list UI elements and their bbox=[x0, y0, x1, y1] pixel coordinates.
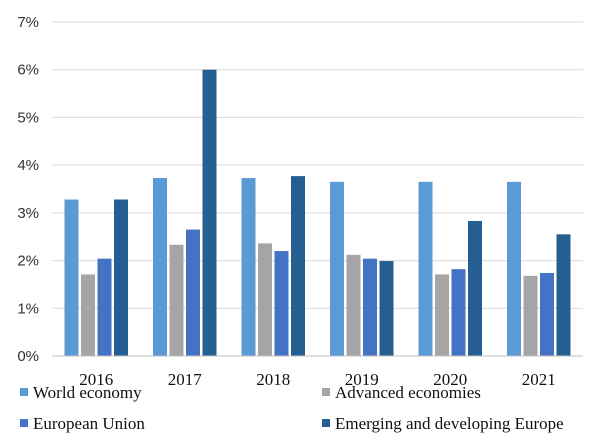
bar-2018-0 bbox=[241, 178, 256, 356]
legend-swatch bbox=[322, 419, 330, 427]
bar-2020-0 bbox=[418, 181, 433, 356]
legend-swatch bbox=[20, 419, 28, 427]
y-tick-label: 6% bbox=[17, 62, 39, 79]
bars bbox=[64, 69, 571, 356]
legend: World economy Advanced economies European … bbox=[20, 383, 564, 433]
bar-2017-1 bbox=[169, 244, 184, 356]
y-tick-label: 0% bbox=[17, 348, 39, 365]
x-axis-ticks: 2016 2017 2018 2019 2020 2021 bbox=[79, 370, 556, 389]
bar-2019-1 bbox=[346, 254, 361, 356]
y-tick-label: 3% bbox=[17, 205, 39, 222]
bar-2018-1 bbox=[258, 243, 272, 356]
bar-2021-3 bbox=[556, 234, 571, 356]
x-tick-label: 2020 bbox=[433, 370, 467, 389]
y-axis-ticks: 0% 1% 2% 3% 4% 5% 6% 7% bbox=[17, 14, 39, 365]
x-tick-label: 2021 bbox=[522, 370, 556, 389]
bar-2016-3 bbox=[114, 199, 128, 356]
legend-label: World economy bbox=[33, 383, 142, 402]
bar-2016-1 bbox=[81, 274, 95, 356]
bar-2021-2 bbox=[540, 272, 554, 356]
bar-2017-0 bbox=[153, 178, 167, 356]
bar-2017-2 bbox=[186, 229, 200, 356]
bar-2019-2 bbox=[363, 258, 377, 356]
y-tick-label: 7% bbox=[17, 14, 39, 31]
legend-label: Advanced economies bbox=[335, 383, 481, 402]
legend-swatch bbox=[20, 388, 28, 396]
y-tick-label: 4% bbox=[17, 157, 39, 174]
gridlines bbox=[52, 21, 583, 309]
bar-2020-1 bbox=[435, 274, 449, 356]
bar-2021-0 bbox=[507, 181, 521, 356]
bar-2019-0 bbox=[330, 181, 344, 356]
bar-2021-1 bbox=[523, 275, 538, 356]
y-tick-label: 2% bbox=[17, 253, 39, 270]
legend-label: Emerging and developing Europe bbox=[335, 414, 564, 433]
bar-2018-2 bbox=[274, 251, 289, 356]
y-tick-label: 1% bbox=[17, 300, 39, 317]
bar-2016-0 bbox=[64, 199, 79, 356]
x-tick-label: 2019 bbox=[345, 370, 379, 389]
legend-label: European Union bbox=[33, 414, 145, 433]
bar-2017-3 bbox=[202, 69, 217, 356]
bar-2016-2 bbox=[97, 258, 112, 356]
bar-2019-3 bbox=[379, 261, 394, 356]
x-tick-label: 2017 bbox=[168, 370, 203, 389]
bar-2020-3 bbox=[468, 220, 482, 356]
x-tick-label: 2016 bbox=[79, 370, 113, 389]
legend-swatch bbox=[322, 388, 330, 396]
bar-2020-2 bbox=[451, 269, 466, 356]
bar-2018-3 bbox=[291, 176, 305, 356]
x-tick-label: 2018 bbox=[256, 370, 290, 389]
y-tick-label: 5% bbox=[17, 109, 39, 126]
